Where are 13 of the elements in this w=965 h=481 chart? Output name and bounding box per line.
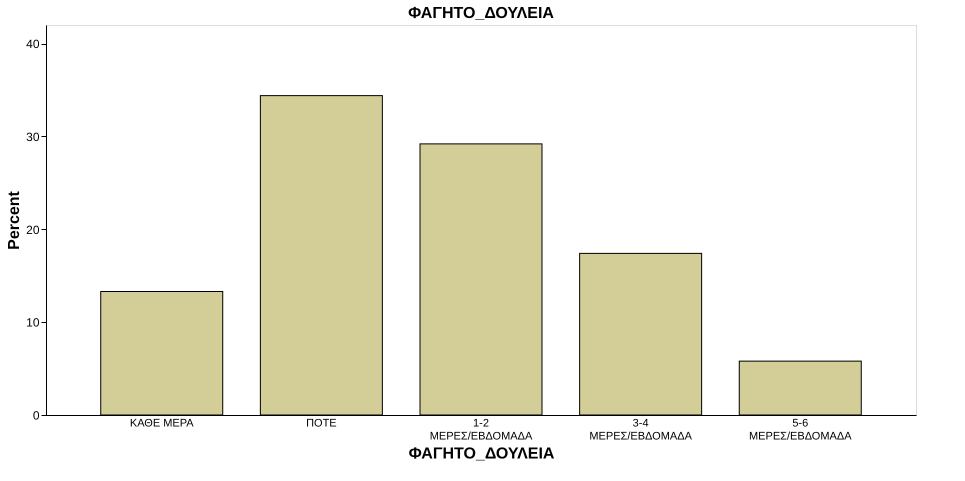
x-tick-label: 3-4 ΜΕΡΕΣ/ΕΒΔΟΜΑΔΑ [589, 418, 693, 442]
y-tick-label: 30 [26, 130, 40, 144]
x-tick-label: 5-6 ΜΕΡΕΣ/ΕΒΔΟΜΑΔΑ [748, 418, 852, 442]
y-tick-label: 0 [32, 408, 40, 422]
chart-title: ΦΑΓΗΤΟ_ΔΟΥΛΕΙΑ [408, 5, 554, 22]
y-tick-label: 20 [26, 222, 40, 237]
x-tick-label: ΚΑΘΕ ΜΕΡΑ [130, 418, 194, 430]
y-tick-label: 10 [26, 316, 40, 330]
x-axis-title: ΦΑΓΗΤΟ_ΔΟΥΛΕΙΑ [408, 446, 555, 462]
x-tick-label: 1-2 ΜΕΡΕΣ/ΕΒΔΟΜΑΔΑ [430, 418, 533, 442]
x-tick-label: ΠΟΤΕ [306, 418, 337, 430]
y-axis-title: Percent [6, 190, 24, 250]
y-tick-label: 40 [26, 37, 40, 52]
